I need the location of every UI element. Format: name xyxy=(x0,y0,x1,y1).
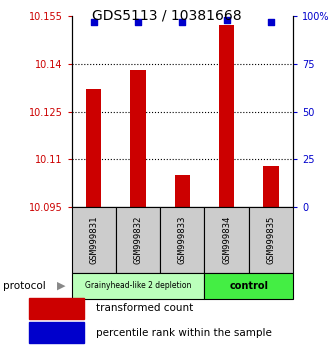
Text: protocol: protocol xyxy=(3,281,46,291)
Text: GSM999834: GSM999834 xyxy=(222,216,231,264)
Point xyxy=(135,19,141,24)
Bar xyxy=(204,273,293,299)
Text: control: control xyxy=(229,281,268,291)
Text: Grainyhead-like 2 depletion: Grainyhead-like 2 depletion xyxy=(85,281,191,290)
Text: GSM999835: GSM999835 xyxy=(266,216,275,264)
Bar xyxy=(72,273,204,299)
Bar xyxy=(174,175,190,207)
Text: GSM999832: GSM999832 xyxy=(134,216,143,264)
Bar xyxy=(72,207,116,273)
Text: percentile rank within the sample: percentile rank within the sample xyxy=(96,327,272,338)
Point xyxy=(180,19,185,24)
Bar xyxy=(29,322,84,343)
Bar xyxy=(86,89,102,207)
Point xyxy=(268,19,274,24)
Point xyxy=(91,19,97,24)
Text: GSM999833: GSM999833 xyxy=(178,216,187,264)
Text: GSM999831: GSM999831 xyxy=(89,216,98,264)
Bar xyxy=(219,25,234,207)
Bar xyxy=(263,166,279,207)
Bar xyxy=(160,207,204,273)
Text: ▶: ▶ xyxy=(57,281,66,291)
Text: GDS5113 / 10381668: GDS5113 / 10381668 xyxy=(92,9,241,23)
Bar xyxy=(130,70,146,207)
Bar xyxy=(204,207,249,273)
Bar xyxy=(29,298,84,319)
Point xyxy=(224,17,229,23)
Bar xyxy=(249,207,293,273)
Text: transformed count: transformed count xyxy=(96,303,193,314)
Bar xyxy=(116,207,160,273)
